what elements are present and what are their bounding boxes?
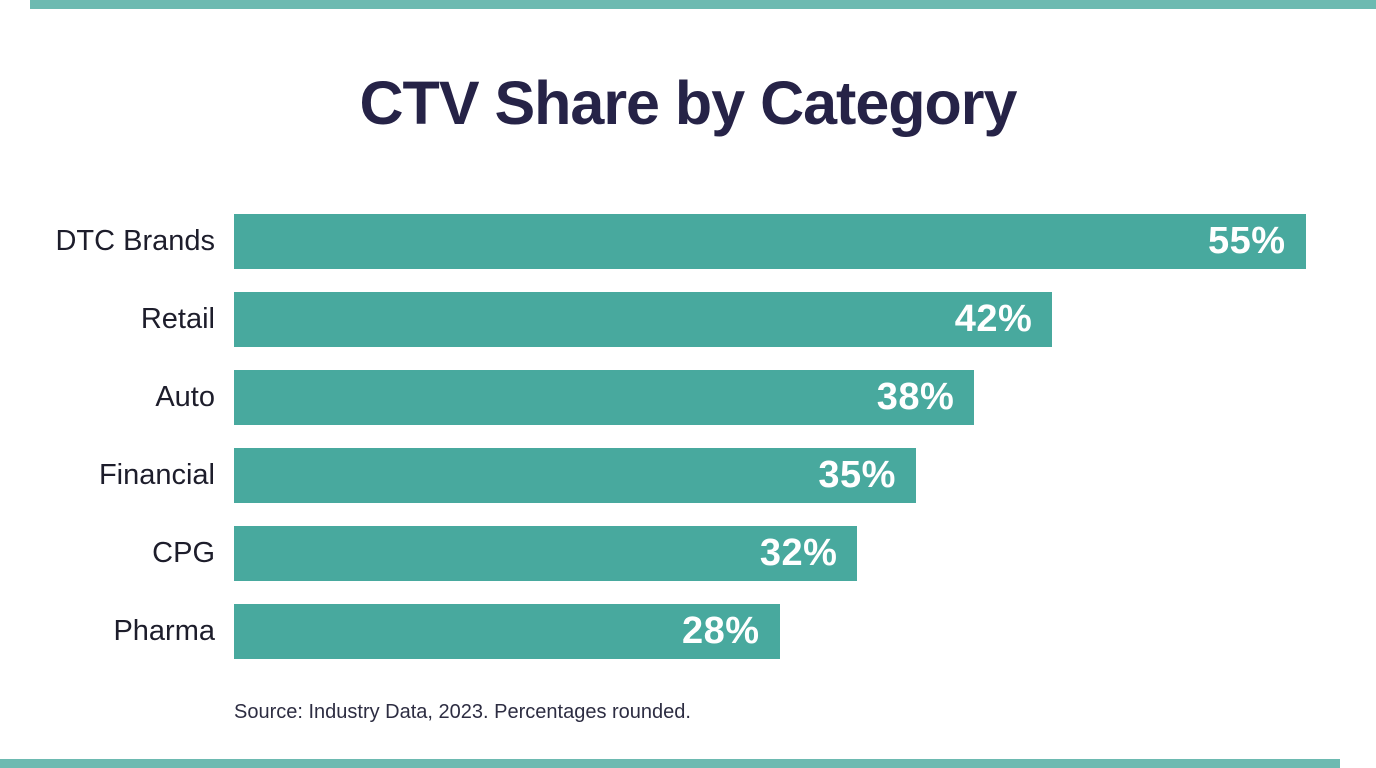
source-note: Source: Industry Data, 2023. Percentages… <box>234 701 691 723</box>
category-label: Financial <box>98 459 215 491</box>
bar-value-label: 38% <box>876 376 955 418</box>
category-label: CPG <box>152 537 215 569</box>
bar: 55% <box>234 214 1306 269</box>
bar: 38% <box>234 370 975 425</box>
bar: 35% <box>234 448 916 503</box>
bar-track: 35% <box>234 448 1325 503</box>
bar-row: DTC Brands 55% <box>0 214 1325 269</box>
bar-chart: DTC Brands 55% Retail 42% Auto 38% Financial 35… <box>0 214 1325 659</box>
bar-value-label: 35% <box>818 454 896 496</box>
bar-row: CPG 32% <box>0 526 1325 581</box>
bar-value-label: 55% <box>1207 220 1286 262</box>
bar-row: Financial 35% <box>0 448 1325 503</box>
bar-row: Retail 42% <box>0 292 1325 347</box>
bar-value-label: 28% <box>681 610 760 652</box>
category-label: Pharma <box>113 615 215 647</box>
top-accent-strip <box>30 0 1376 9</box>
bar-track: 32% <box>234 526 1325 581</box>
bar-value-label: 32% <box>759 532 838 574</box>
bar-value-label: 42% <box>954 298 1033 340</box>
bottom-accent-strip <box>0 759 1340 768</box>
bar-track: 28% <box>234 604 1325 659</box>
bar-row: Pharma 28% <box>0 604 1325 659</box>
bar-track: 38% <box>234 370 1325 425</box>
bar-track: 55% <box>234 214 1325 269</box>
category-label: DTC Brands <box>55 225 215 257</box>
bar: 42% <box>234 292 1053 347</box>
bar-track: 42% <box>234 292 1325 347</box>
category-label: Retail <box>140 303 215 335</box>
category-label: Auto <box>155 381 215 413</box>
bar-row: Auto 38% <box>0 370 1325 425</box>
chart-title: CTV Share by Category <box>359 69 1018 137</box>
bar: 32% <box>234 526 858 581</box>
bar: 28% <box>234 604 780 659</box>
